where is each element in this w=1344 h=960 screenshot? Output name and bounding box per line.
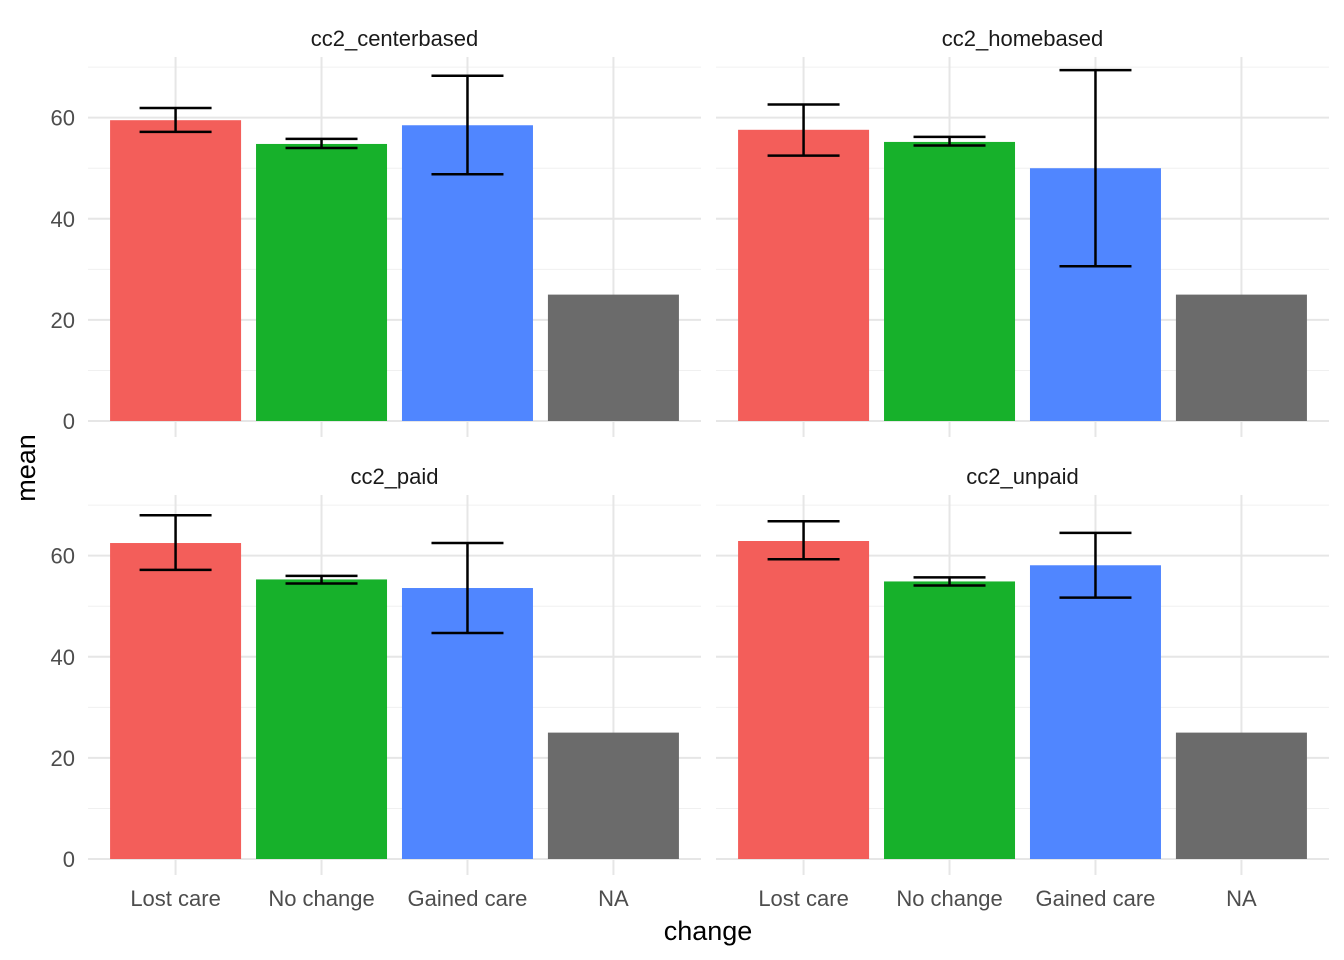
error-bar-no-change (913, 576, 986, 587)
x-tick-label: NA (1226, 886, 1257, 911)
error-bar-no-change (913, 135, 986, 147)
bar-lost-care (110, 120, 242, 421)
error-bar-gained-care (431, 541, 504, 635)
facet-panel-cc2-homebased: cc2_homebased (716, 26, 1329, 437)
error-bar-lost-care (139, 513, 212, 572)
y-tick-label: 60 (51, 106, 75, 131)
x-tick-label: Gained care (408, 886, 528, 911)
bar-no-change (884, 581, 1016, 859)
y-axis-title: mean (11, 434, 41, 502)
x-tick-label: No change (896, 886, 1002, 911)
y-tick-label: 0 (63, 409, 75, 434)
x-tick-label: Lost care (758, 886, 849, 911)
bar-lost-care (110, 543, 242, 859)
facet-title: cc2_paid (350, 464, 438, 489)
facet-title: cc2_centerbased (311, 26, 479, 51)
error-bar-lost-care (139, 106, 212, 134)
bar-no-change (884, 141, 1016, 421)
bar-lost-care (738, 129, 870, 422)
facet-panels: cc2_centerbased 0 20 40 60 cc2_homebased cc2_p… (51, 26, 1329, 911)
bar-na (547, 294, 679, 421)
facet-panel-cc2-unpaid: cc2_unpaid Lost care No change Gained care N… (716, 464, 1329, 911)
bar-na (547, 732, 679, 859)
y-tick-label: 40 (51, 207, 75, 232)
error-bar-lost-care (767, 520, 840, 561)
bar-no-change (256, 143, 388, 421)
bar-no-change (256, 579, 388, 859)
x-tick-label: NA (598, 886, 629, 911)
bar-gained-care (1029, 565, 1161, 859)
error-bar-no-change (285, 137, 358, 150)
facet-title: cc2_homebased (942, 26, 1103, 51)
y-tick-label: 60 (51, 544, 75, 569)
bar-na (1175, 732, 1307, 859)
x-tick-label: Gained care (1036, 886, 1156, 911)
y-tick-label: 20 (51, 746, 75, 771)
y-tick-label: 20 (51, 308, 75, 333)
facet-title: cc2_unpaid (966, 464, 1079, 489)
facet-panel-cc2-centerbased: cc2_centerbased 0 20 40 60 (51, 26, 701, 437)
y-tick-label: 0 (63, 847, 75, 872)
x-tick-label: No change (268, 886, 374, 911)
error-bar-no-change (285, 574, 358, 585)
facet-panel-cc2-paid: cc2_paid 0 20 40 60 Lost care No change Gained … (51, 464, 701, 911)
x-tick-label: Lost care (130, 886, 221, 911)
error-bar-gained-care (1059, 68, 1132, 268)
bar-na (1175, 294, 1307, 421)
error-bar-gained-care (431, 74, 504, 176)
bar-lost-care (738, 541, 870, 859)
y-tick-label: 40 (51, 645, 75, 670)
error-bar-gained-care (1059, 531, 1132, 599)
error-bar-lost-care (767, 103, 840, 157)
x-axis-title: change (664, 916, 753, 946)
